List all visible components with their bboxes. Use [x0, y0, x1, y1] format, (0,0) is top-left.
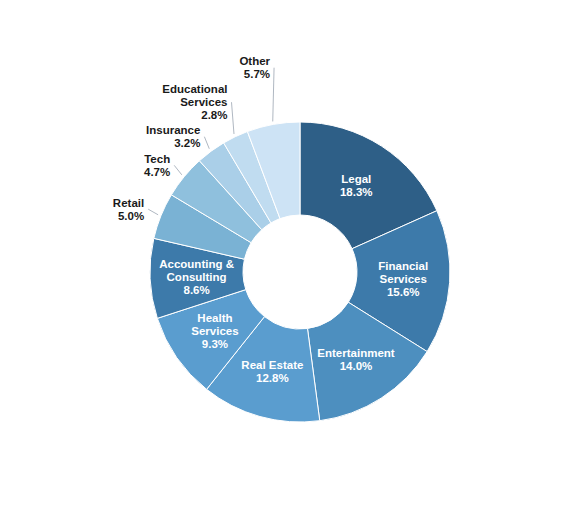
- wedge: [307, 302, 427, 420]
- wedge: [247, 122, 300, 219]
- category-label-line: Insurance: [146, 124, 200, 136]
- category-label-line: Services: [380, 273, 427, 285]
- category-label-line: Services: [180, 96, 227, 108]
- leader-line: [204, 137, 209, 149]
- category-label: HealthServices: [191, 312, 238, 337]
- category-label: EducationalServices: [162, 83, 227, 108]
- category-label: Other: [239, 55, 270, 67]
- data-label: 2.8%: [201, 109, 227, 121]
- category-label: Entertainment: [317, 347, 394, 359]
- leader-line: [148, 209, 158, 215]
- category-label-line: Tech: [144, 153, 170, 165]
- wedges: [150, 122, 450, 422]
- category-label: Legal: [341, 173, 371, 185]
- data-label: 15.6%: [387, 286, 420, 298]
- category-label: Real Estate: [241, 359, 303, 371]
- data-label: 18.3%: [340, 186, 373, 198]
- category-label-line: Health: [197, 312, 232, 324]
- labels: Legal18.3%FinancialServices15.6%Entertai…: [113, 55, 428, 384]
- data-label: 4.7%: [144, 166, 170, 178]
- category-label-line: Retail: [113, 197, 144, 209]
- category-label-line: Legal: [341, 173, 371, 185]
- donut-chart: Legal18.3%FinancialServices15.6%Entertai…: [0, 0, 565, 523]
- data-label: 5.0%: [118, 210, 144, 222]
- data-label: 9.3%: [202, 338, 228, 350]
- category-label: Accounting &Consulting: [159, 258, 234, 283]
- category-label-line: Services: [191, 325, 238, 337]
- category-label-line: Other: [239, 55, 270, 67]
- chart-container: Legal18.3%FinancialServices15.6%Entertai…: [0, 0, 565, 523]
- data-label: 8.6%: [183, 284, 209, 296]
- leader-line: [232, 102, 234, 134]
- data-label: 3.2%: [174, 137, 200, 149]
- category-label-line: Accounting &: [159, 258, 234, 270]
- category-label-line: Financial: [378, 260, 428, 272]
- category-label-line: Consulting: [167, 271, 227, 283]
- data-label: 14.0%: [340, 360, 373, 372]
- leader-lines: [148, 68, 274, 215]
- category-label: Retail: [113, 197, 144, 209]
- data-label: 12.8%: [256, 372, 289, 384]
- category-label-line: Entertainment: [317, 347, 394, 359]
- category-label: FinancialServices: [378, 260, 428, 285]
- category-label-line: Educational: [162, 83, 227, 95]
- leader-line: [273, 68, 274, 122]
- data-label: 5.7%: [244, 68, 270, 80]
- leader-line: [174, 165, 182, 175]
- category-label: Insurance: [146, 124, 200, 136]
- category-label: Tech: [144, 153, 170, 165]
- category-label-line: Real Estate: [241, 359, 303, 371]
